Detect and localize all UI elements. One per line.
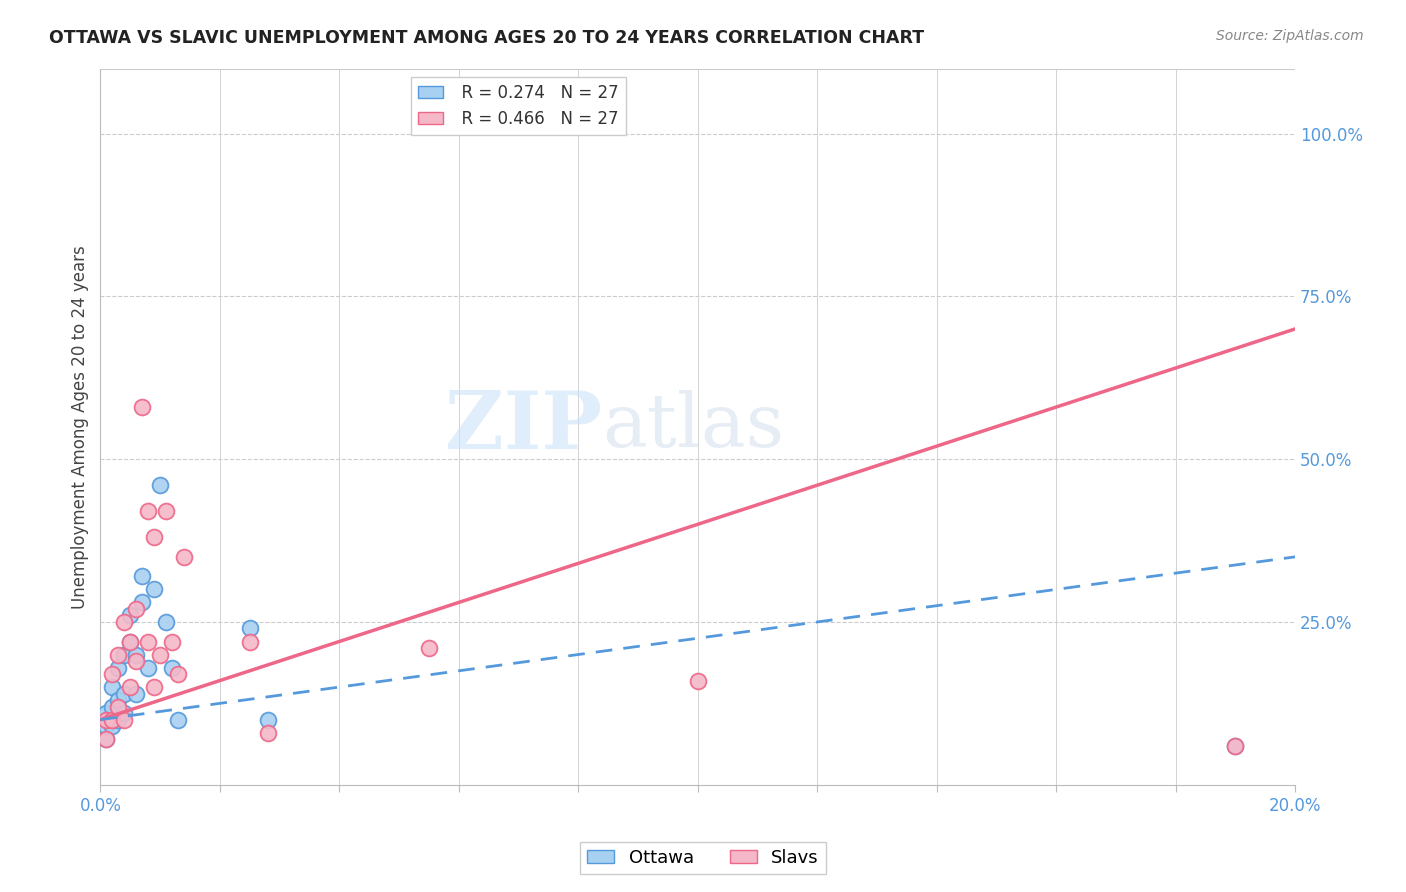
Point <box>120 608 142 623</box>
Point <box>96 713 118 727</box>
Point <box>136 504 159 518</box>
Point <box>256 725 278 739</box>
Point <box>136 660 159 674</box>
Point <box>125 654 148 668</box>
Point <box>125 648 148 662</box>
Point <box>160 634 183 648</box>
Point <box>167 713 190 727</box>
Text: OTTAWA VS SLAVIC UNEMPLOYMENT AMONG AGES 20 TO 24 YEARS CORRELATION CHART: OTTAWA VS SLAVIC UNEMPLOYMENT AMONG AGES… <box>49 29 924 46</box>
Point <box>96 719 118 733</box>
Text: Source: ZipAtlas.com: Source: ZipAtlas.com <box>1216 29 1364 43</box>
Point <box>101 699 124 714</box>
Point <box>120 634 142 648</box>
Point <box>112 648 135 662</box>
Point <box>143 680 166 694</box>
Point <box>112 687 135 701</box>
Point <box>120 680 142 694</box>
Point <box>1225 739 1247 753</box>
Point <box>96 706 118 720</box>
Legend: Ottawa, Slavs: Ottawa, Slavs <box>579 842 827 874</box>
Point <box>112 713 135 727</box>
Point <box>136 634 159 648</box>
Point <box>1225 739 1247 753</box>
Point <box>143 530 166 544</box>
Text: ZIP: ZIP <box>446 388 602 466</box>
Point <box>155 615 177 629</box>
Point <box>107 713 129 727</box>
Text: atlas: atlas <box>602 390 785 463</box>
Point <box>101 667 124 681</box>
Point <box>101 680 124 694</box>
Point <box>256 713 278 727</box>
Point <box>167 667 190 681</box>
Point <box>149 648 172 662</box>
Point <box>107 660 129 674</box>
Point <box>149 478 172 492</box>
Point <box>112 615 135 629</box>
Point <box>125 687 148 701</box>
Point <box>418 640 440 655</box>
Point <box>112 706 135 720</box>
Legend:   R = 0.274   N = 27,   R = 0.466   N = 27: R = 0.274 N = 27, R = 0.466 N = 27 <box>412 77 626 135</box>
Point <box>143 582 166 597</box>
Point <box>131 569 153 583</box>
Point <box>686 673 709 688</box>
Point <box>101 713 124 727</box>
Point <box>96 732 118 747</box>
Point <box>239 634 262 648</box>
Point <box>120 634 142 648</box>
Point <box>239 622 262 636</box>
Point <box>131 400 153 414</box>
Point <box>131 595 153 609</box>
Point <box>160 660 183 674</box>
Point <box>107 693 129 707</box>
Point <box>155 504 177 518</box>
Point <box>107 648 129 662</box>
Y-axis label: Unemployment Among Ages 20 to 24 years: Unemployment Among Ages 20 to 24 years <box>72 244 89 608</box>
Point <box>107 699 129 714</box>
Point <box>101 719 124 733</box>
Point <box>125 602 148 616</box>
Point <box>96 732 118 747</box>
Point <box>173 549 195 564</box>
